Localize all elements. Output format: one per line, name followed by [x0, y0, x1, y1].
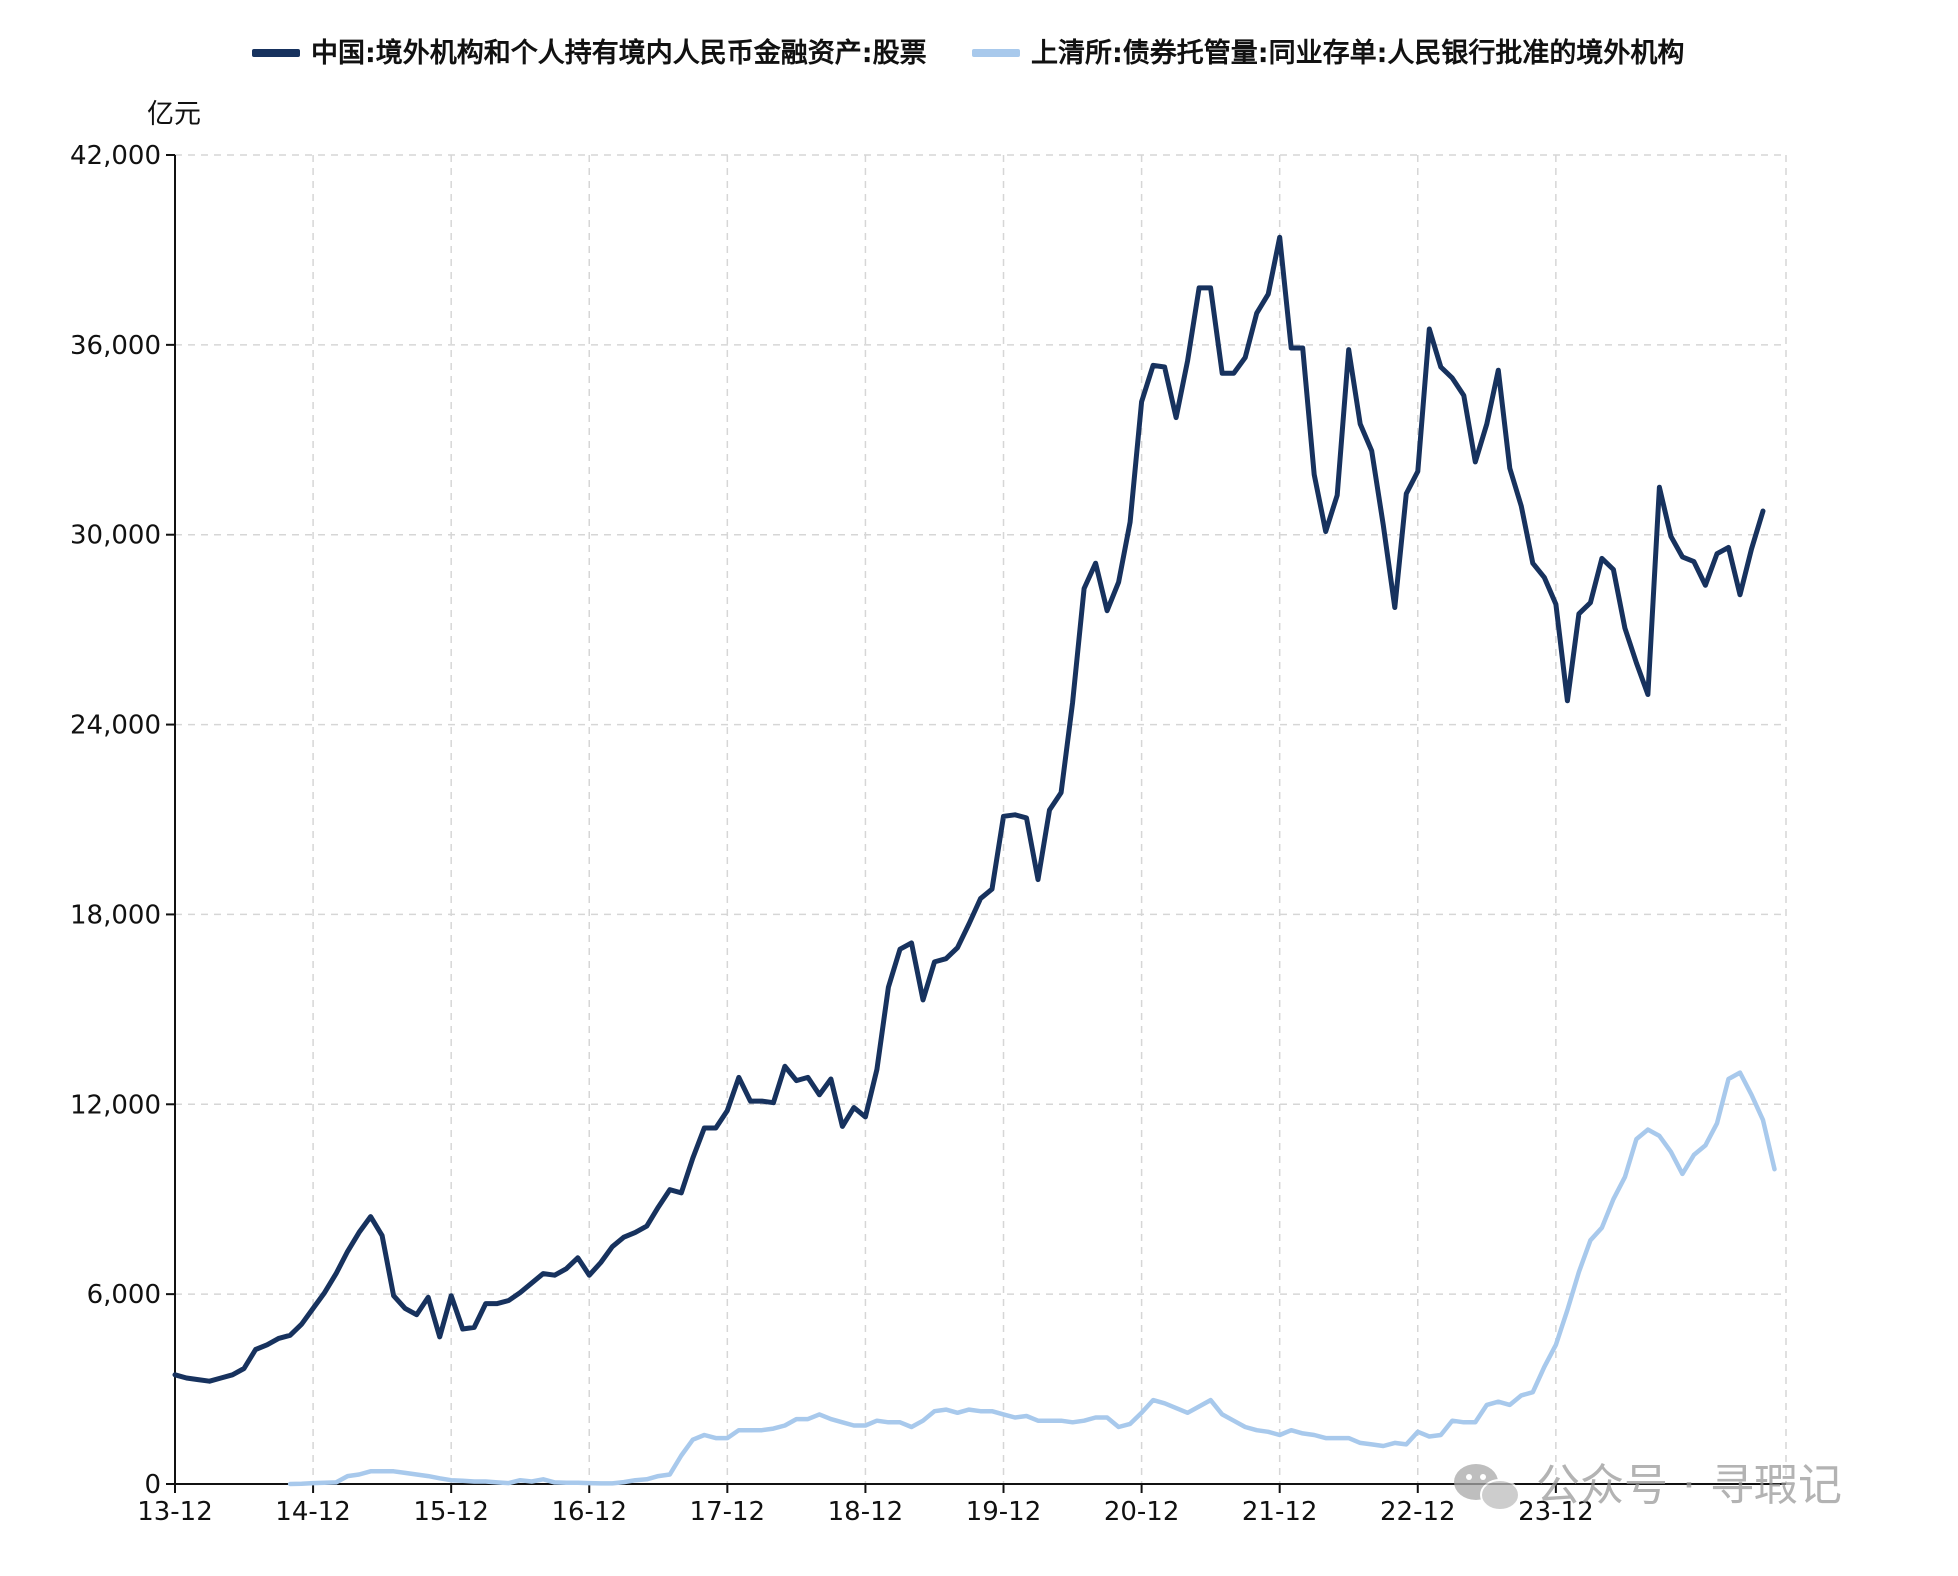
y-axis-ticks: 0 6,000 12,000 18,000 24,000 30,000 36,000 42,0…	[70, 141, 175, 1500]
y-tick-label: 24,000	[70, 711, 161, 741]
legend-item-stocks[interactable]: 中国:境外机构和个人持有境内人民币金融资产:股票	[252, 37, 927, 69]
legend-item-ncd[interactable]: 上清所:债券托管量:同业存单:人民银行批准的境外机构	[972, 37, 1684, 69]
legend-label-stocks: 中国:境外机构和个人持有境内人民币金融资产:股票	[311, 37, 927, 69]
y-tick-label: 30,000	[70, 521, 161, 551]
series-lines	[172, 234, 1777, 1487]
x-axis-ticks: 13-12 14-12 15-12 16-12 17-12 18-12 19-12 20-12…	[137, 1484, 1594, 1527]
x-tick-label: 23-12	[1518, 1497, 1594, 1527]
x-tick-label: 19-12	[966, 1497, 1042, 1527]
legend-swatch-stocks	[252, 49, 300, 57]
y-gridlines	[175, 154, 1786, 1295]
wechat-icon	[1454, 1464, 1520, 1511]
y-axis-unit-label: 亿元	[147, 99, 201, 130]
legend-label-ncd: 上清所:债券托管量:同业存单:人民银行批准的境外机构	[1031, 37, 1684, 69]
y-tick-label: 0	[144, 1470, 161, 1500]
legend-swatch-ncd	[972, 49, 1020, 57]
x-tick-label: 22-12	[1380, 1497, 1456, 1527]
y-tick-label: 18,000	[70, 900, 161, 930]
x-tick-label: 17-12	[690, 1497, 766, 1527]
y-tick-label: 12,000	[70, 1090, 161, 1120]
x-tick-label: 13-12	[137, 1497, 213, 1527]
y-tick-label: 36,000	[70, 331, 161, 361]
y-tick-label: 42,000	[70, 141, 161, 171]
x-tick-label: 18-12	[828, 1497, 904, 1527]
series-line-ncd	[287, 1070, 1777, 1487]
watermark: 公众号 · 寻瑕记	[1454, 1460, 1842, 1511]
x-tick-label: 15-12	[413, 1497, 489, 1527]
x-tick-label: 14-12	[275, 1497, 351, 1527]
y-tick-label: 6,000	[87, 1280, 161, 1310]
series-line-stocks	[172, 234, 1766, 1384]
legend: 中国:境外机构和个人持有境内人民币金融资产:股票 上清所:债券托管量:同业存单:…	[252, 37, 1684, 69]
watermark-text: 公众号 · 寻瑕记	[1536, 1460, 1842, 1511]
x-tick-label: 20-12	[1104, 1497, 1180, 1527]
x-tick-label: 16-12	[551, 1497, 627, 1527]
x-tick-label: 21-12	[1242, 1497, 1318, 1527]
x-gridlines	[312, 155, 1787, 1484]
